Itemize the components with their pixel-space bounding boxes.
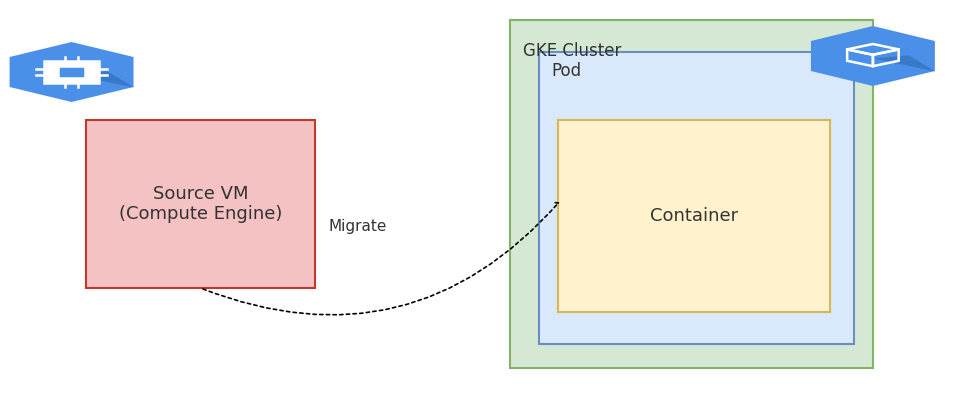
FancyBboxPatch shape [538,52,853,344]
FancyBboxPatch shape [44,60,99,84]
FancyBboxPatch shape [510,20,872,368]
FancyBboxPatch shape [86,120,314,288]
Polygon shape [71,72,134,88]
Polygon shape [810,26,934,86]
Text: GKE Cluster: GKE Cluster [522,42,620,60]
Text: Migrate: Migrate [328,218,387,234]
Polygon shape [872,56,935,72]
Text: Container: Container [650,207,738,225]
Text: Pod: Pod [551,62,581,80]
Text: Source VM
(Compute Engine): Source VM (Compute Engine) [118,185,282,223]
FancyBboxPatch shape [58,66,85,78]
FancyBboxPatch shape [558,120,829,312]
Polygon shape [10,42,133,102]
